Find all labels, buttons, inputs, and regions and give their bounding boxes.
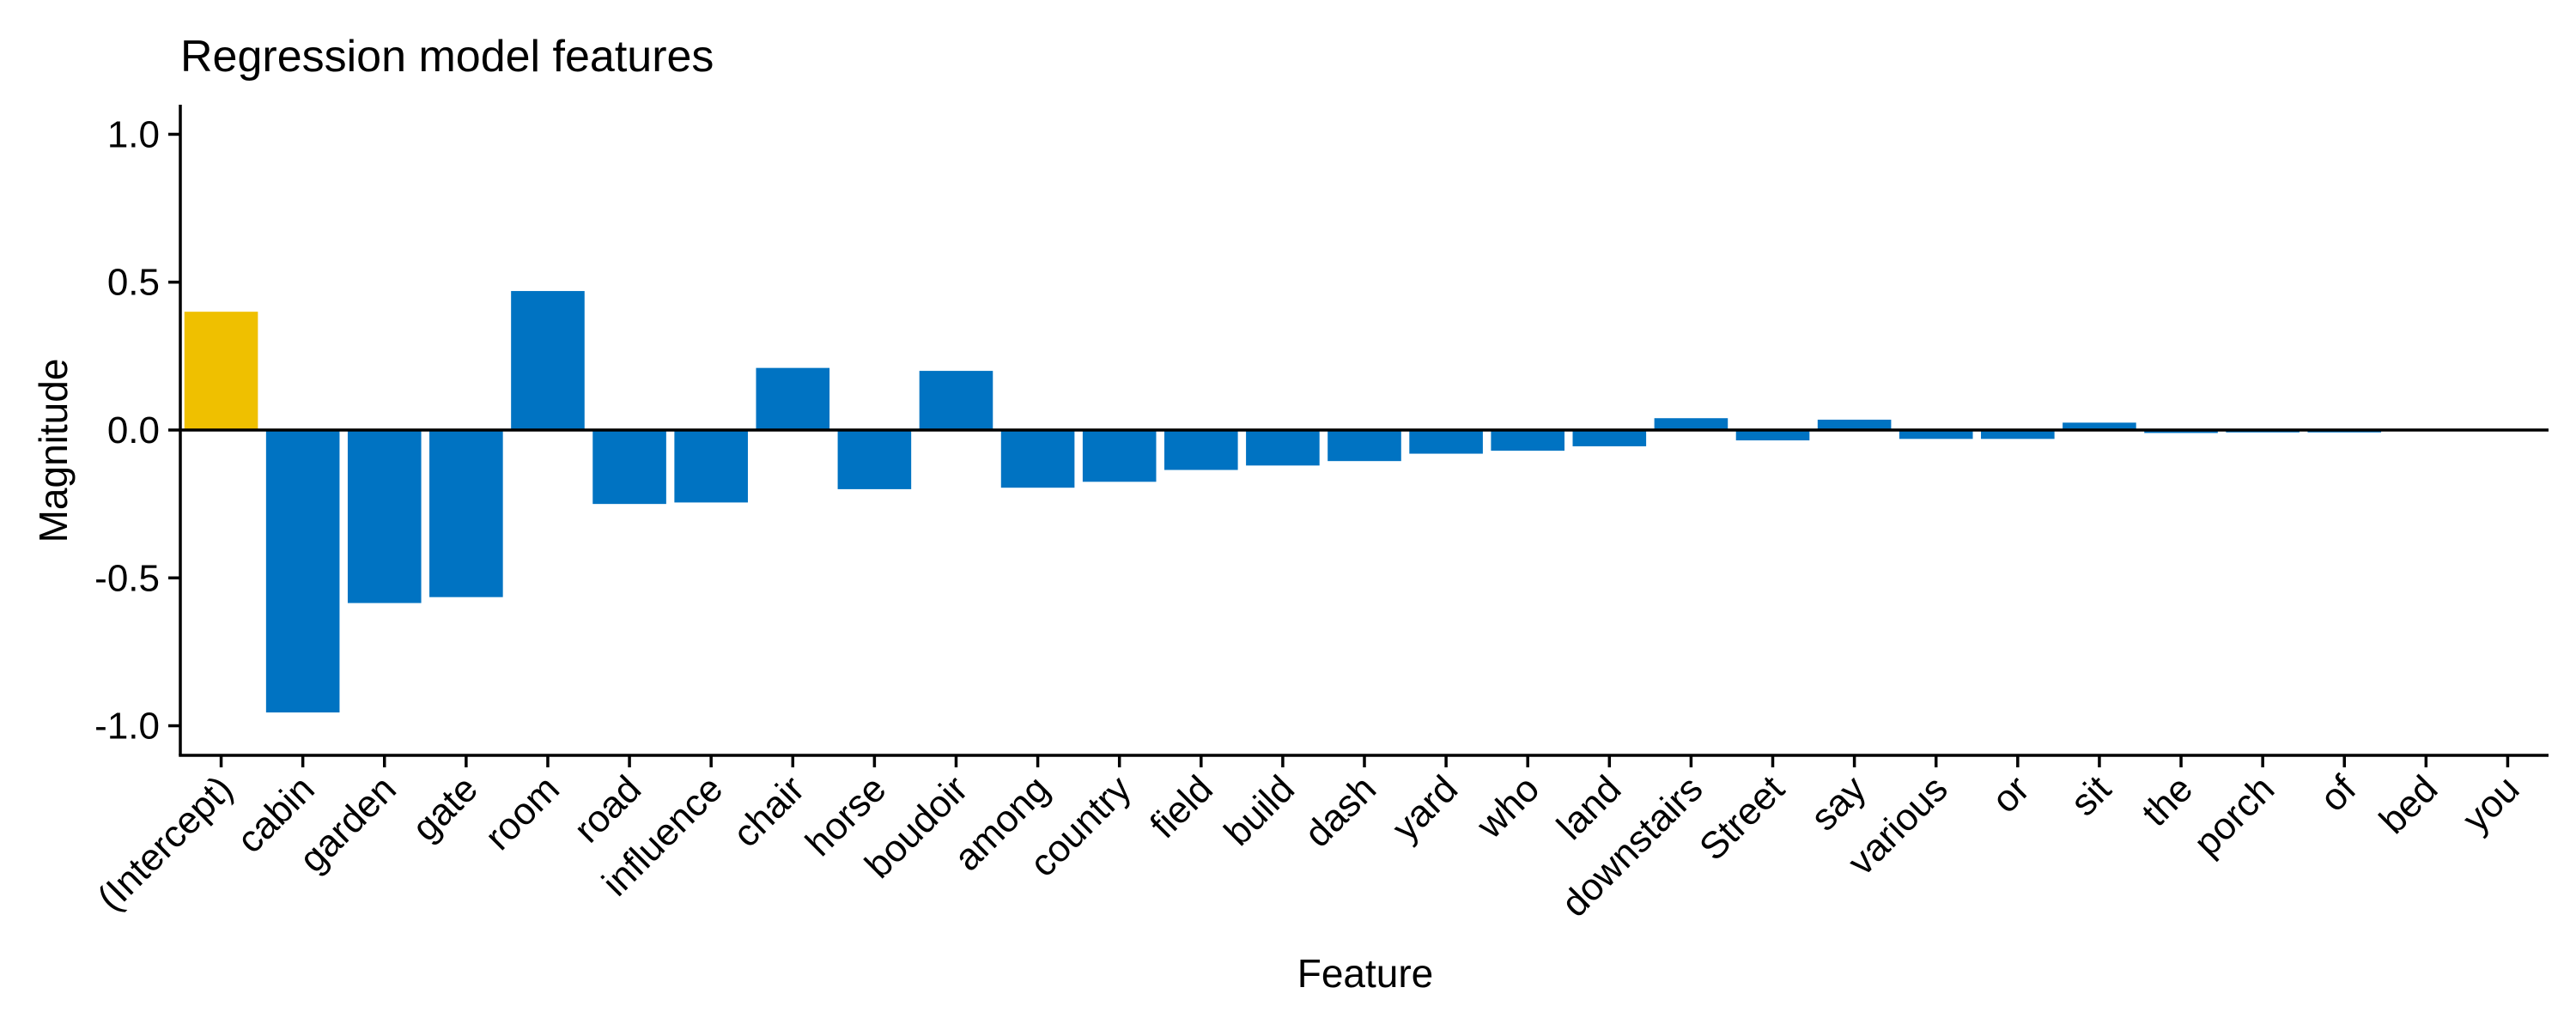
y-tick-label: -0.5	[94, 557, 160, 599]
x-tick-label: who	[1468, 767, 1547, 846]
bar-say	[1817, 419, 1892, 430]
bar-who	[1491, 430, 1564, 451]
x-tick-label: or	[1984, 767, 2038, 821]
x-tick-label: of	[2312, 767, 2365, 820]
y-tick-label: 1.0	[107, 113, 160, 155]
bar-chair	[756, 367, 830, 430]
x-tick-label: build	[1217, 767, 1303, 853]
x-tick-label: sit	[2063, 767, 2119, 824]
x-tick-label: (Intercept)	[89, 767, 240, 918]
bar-road	[592, 430, 666, 505]
x-tick-label: the	[2134, 767, 2201, 834]
x-tick-label: gate	[404, 767, 486, 849]
bar-among	[1000, 430, 1075, 488]
bar-or	[1981, 430, 2055, 439]
x-tick-label: yard	[1384, 767, 1466, 849]
bar-gate	[429, 430, 503, 597]
y-tick-label: 0.5	[107, 262, 160, 304]
bar-sit	[2063, 422, 2136, 430]
chart-title: Regression model features	[180, 32, 714, 82]
bar-yard	[1409, 430, 1483, 454]
bar-country	[1082, 430, 1157, 482]
x-tick-label: room	[477, 767, 568, 858]
bar-various	[1899, 430, 1973, 439]
bar-street	[1735, 430, 1810, 441]
x-tick-label: say	[1803, 767, 1874, 839]
x-tick-label: dash	[1297, 767, 1384, 855]
x-tick-label: chair	[725, 767, 812, 855]
x-tick-label: you	[2455, 767, 2528, 840]
bar-field	[1164, 430, 1238, 470]
bar-cabin	[265, 430, 340, 713]
y-tick-label: 0.0	[107, 409, 160, 451]
bar-downstairs	[1654, 418, 1728, 430]
x-tick-label: bed	[2372, 767, 2446, 842]
x-tick-label: Street	[1692, 767, 1793, 869]
x-axis-title: Feature	[1297, 951, 1434, 996]
bar-boudoir	[919, 371, 993, 430]
bar-build	[1246, 430, 1320, 466]
bar-horse	[837, 430, 912, 489]
bar-room	[511, 291, 585, 430]
y-tick-label: -1.0	[94, 706, 160, 748]
x-tick-label: porch	[2186, 767, 2282, 863]
bar-land	[1572, 430, 1647, 446]
bar-dash	[1327, 430, 1401, 462]
y-axis-title: Magnitude	[31, 359, 76, 543]
bar-intercept	[184, 312, 258, 430]
bar-influence	[674, 430, 748, 503]
bar-garden	[347, 430, 422, 603]
x-tick-label: field	[1142, 767, 1221, 846]
